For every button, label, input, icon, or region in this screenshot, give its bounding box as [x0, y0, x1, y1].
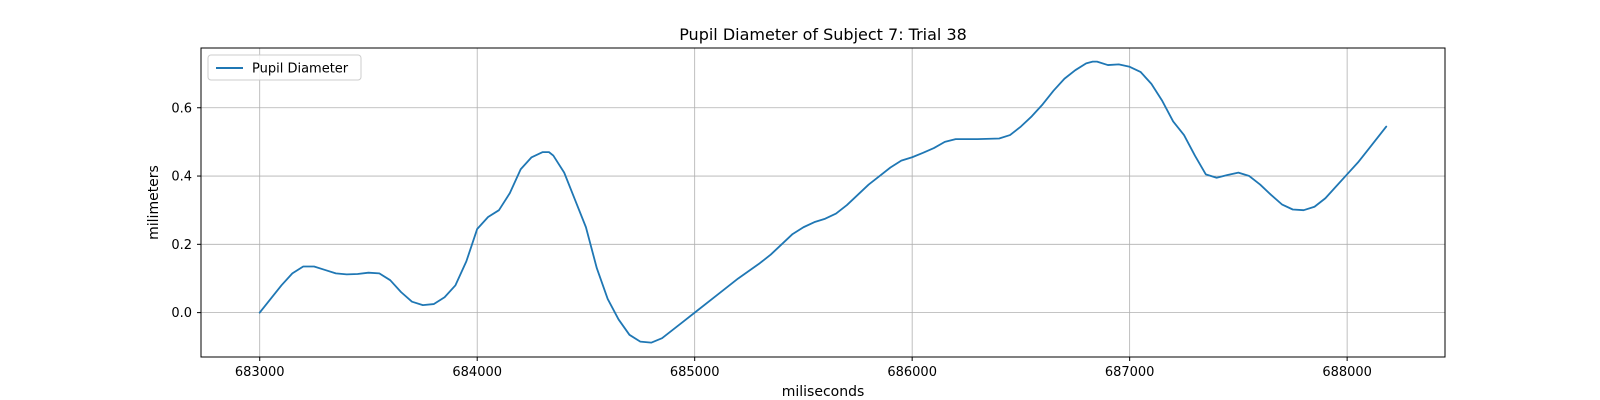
y-tick-label: 0.4 [171, 170, 192, 185]
x-tick-label: 687000 [1105, 365, 1155, 380]
y-tick-label: 0.6 [171, 101, 192, 116]
series-line-pupil-diameter [258, 60, 1388, 344]
grid [201, 48, 1445, 357]
chart-title: Pupil Diameter of Subject 7: Trial 38 [679, 25, 967, 44]
x-tick-label: 683000 [235, 365, 285, 380]
axes-frame [200, 47, 1446, 358]
x-tick-label: 686000 [887, 365, 937, 380]
legend-box [207, 54, 362, 81]
x-tick-label: 688000 [1322, 365, 1372, 380]
x-tick-label: 685000 [670, 365, 720, 380]
legend: Pupil Diameter [207, 54, 362, 81]
x-axis-label: miliseconds [782, 384, 865, 400]
y-tick-label: 0.0 [171, 306, 192, 321]
y-tick-label: 0.2 [171, 238, 192, 253]
y-axis-label: milimeters [146, 165, 162, 240]
x-tick-label: 684000 [452, 365, 502, 380]
axes: 683000 684000 685000 686000 687000 688000 0.0 0… [171, 47, 1446, 380]
plot-area [258, 60, 1388, 344]
legend-label: Pupil Diameter [252, 62, 349, 77]
